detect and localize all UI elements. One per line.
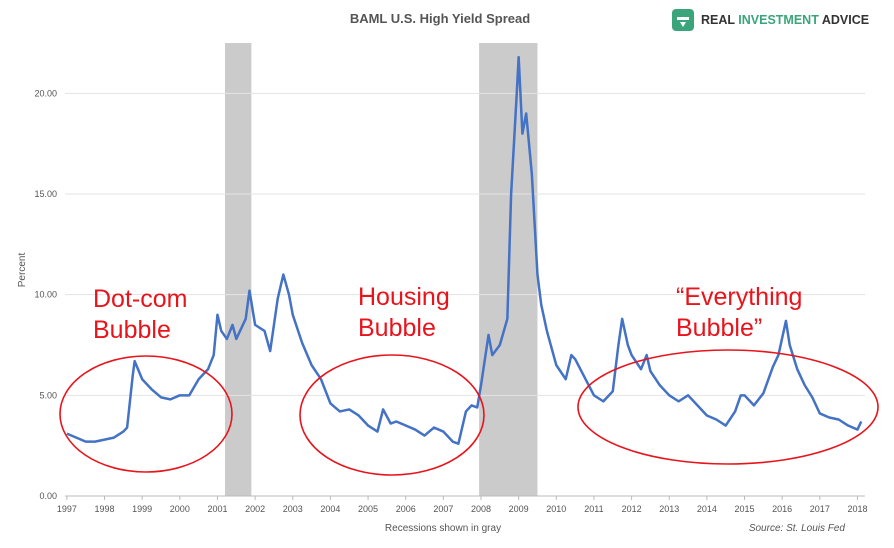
- x-tick-label: 2010: [546, 504, 566, 514]
- x-tick-label: 2000: [170, 504, 190, 514]
- annotation-text: “Everything: [676, 283, 802, 311]
- x-tick-label: 2013: [659, 504, 679, 514]
- annotation-text: Housing: [358, 283, 450, 311]
- logo-part: INVESTMENT: [738, 13, 819, 27]
- y-tick-label: 15.00: [34, 189, 57, 199]
- logo-part: ADVICE: [819, 13, 869, 27]
- x-tick-label: 2006: [396, 504, 416, 514]
- x-tick-label: 2008: [471, 504, 491, 514]
- x-tick-label: 2005: [358, 504, 378, 514]
- source-note: Source: St. Louis Fed: [749, 523, 846, 534]
- annotation-ellipse: [299, 354, 485, 476]
- logo: REAL INVESTMENT ADVICE: [672, 9, 869, 31]
- annotation-ellipse: [577, 349, 879, 465]
- background-layer: 0.00 5.00 10.00 15.00 20.00 1997 1998 1999 2000 2…: [34, 43, 867, 514]
- x-tick-label: 2017: [810, 504, 830, 514]
- y-axis-label: Percent: [17, 253, 28, 288]
- y-tick-label: 5.00: [39, 390, 57, 400]
- x-tick-label: 2015: [735, 504, 755, 514]
- x-tick-label: 2018: [847, 504, 867, 514]
- annotations: Dot-com Bubble Housing Bubble “Everythin…: [59, 283, 879, 476]
- annotation-text: Dot-com: [93, 285, 187, 313]
- x-tick-label: 2016: [772, 504, 792, 514]
- spread-line: [66, 55, 863, 445]
- x-tick-label: 2009: [509, 504, 529, 514]
- annotation-text: Bubble”: [676, 314, 762, 342]
- x-tick-label: 2012: [622, 504, 642, 514]
- x-tick-label: 2001: [207, 504, 227, 514]
- x-tick-label: 1998: [95, 504, 115, 514]
- annotation-text: Bubble: [358, 314, 436, 342]
- x-tick-label: 2011: [584, 504, 603, 514]
- annotation-ellipse: [59, 355, 233, 473]
- x-axis-label: Recessions shown in gray: [385, 523, 501, 534]
- plot-layer: [66, 55, 863, 445]
- x-tick-label: 2014: [697, 504, 717, 514]
- recession-band: [225, 43, 252, 496]
- chart-title: BAML U.S. High Yield Spread: [350, 11, 530, 26]
- logo-part: REAL: [701, 13, 738, 27]
- y-tick-label: 20.00: [34, 88, 57, 98]
- x-tick-label: 2004: [320, 504, 340, 514]
- x-tick-label: 2003: [283, 504, 303, 514]
- y-tick-label: 0.00: [39, 491, 57, 501]
- x-tick-label: 1997: [57, 504, 77, 514]
- logo-text: REAL INVESTMENT ADVICE: [701, 13, 869, 27]
- y-tick-label: 10.00: [34, 290, 57, 300]
- x-tick-label: 2007: [433, 504, 453, 514]
- x-tick-label: 1999: [132, 504, 152, 514]
- annotation-text: Bubble: [93, 316, 171, 344]
- x-tick-label: 2002: [245, 504, 265, 514]
- logo-glyph: [677, 17, 689, 27]
